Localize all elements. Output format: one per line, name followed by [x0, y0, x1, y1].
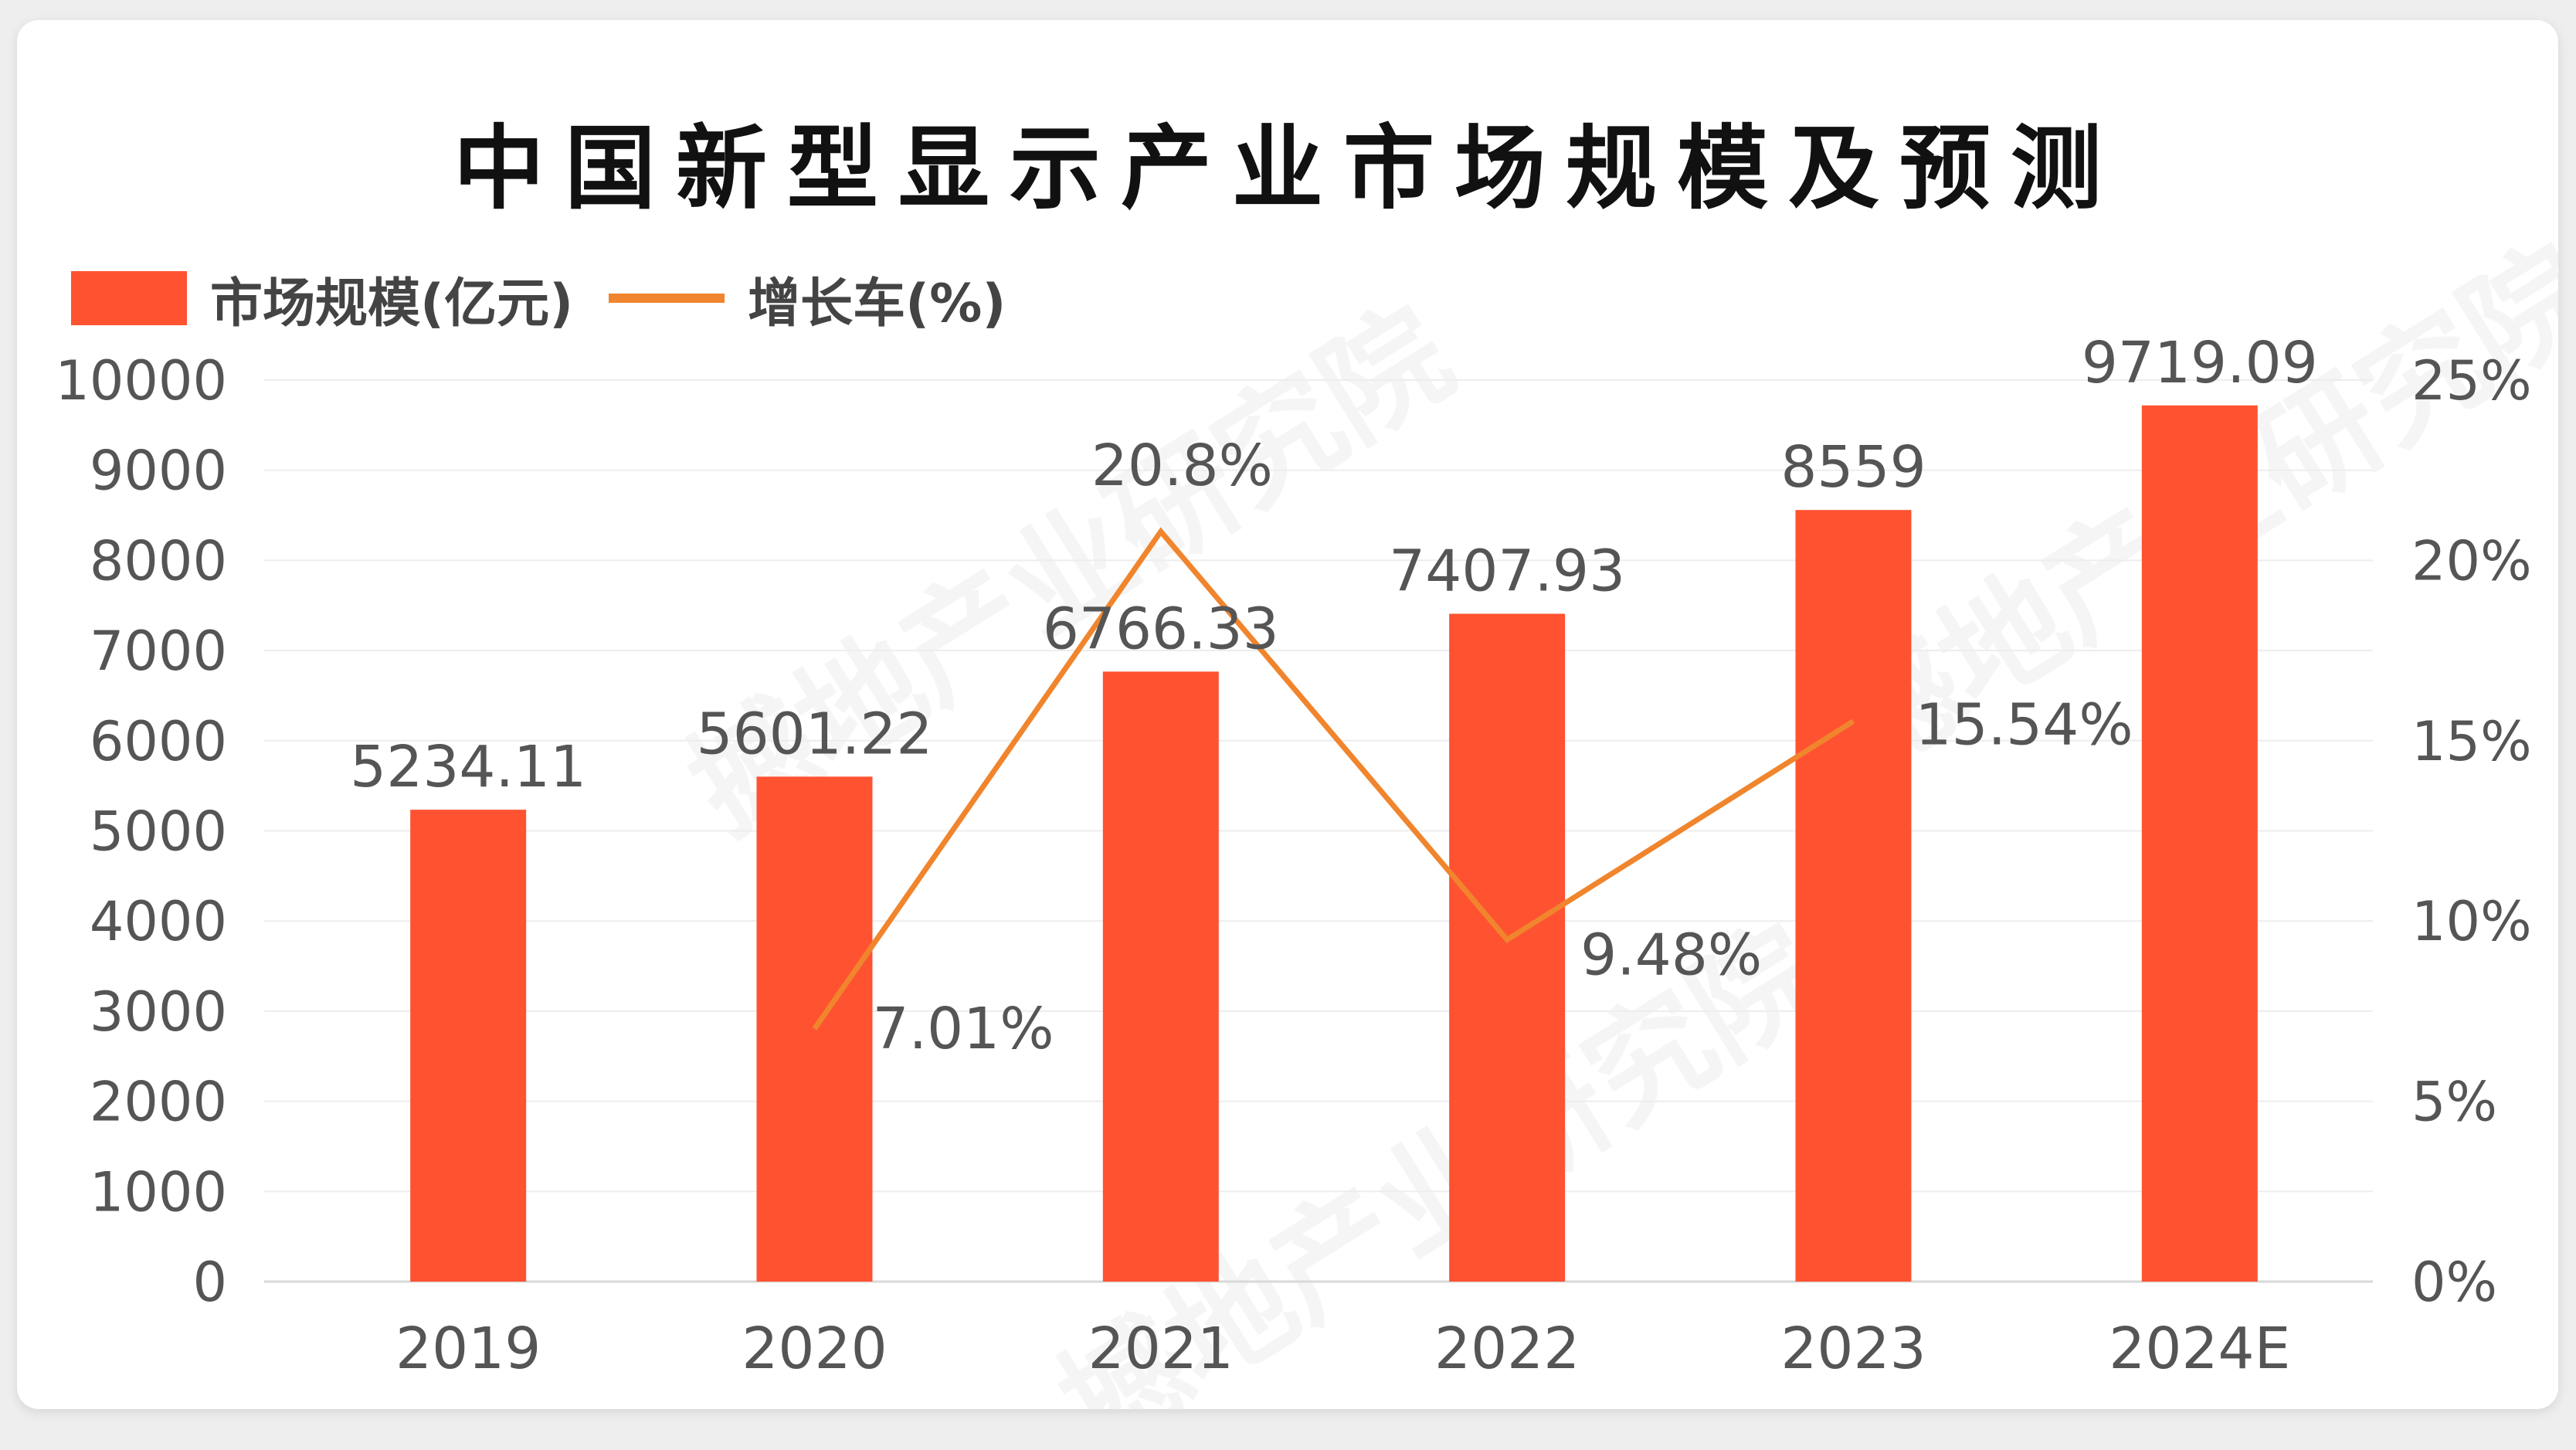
- y-right-tick-label: 10%: [2411, 890, 2532, 953]
- line-value-label: 15.54%: [1916, 692, 2133, 759]
- y-left-tick-label: 9000: [90, 440, 227, 503]
- bar-value-label: 7407.93: [1389, 538, 1625, 604]
- grid-lines: [264, 379, 2373, 1283]
- bar-series: [410, 405, 2258, 1282]
- y-right-tick-label: 15%: [2411, 710, 2532, 773]
- legend-item-line: 增长车(%): [609, 260, 1006, 337]
- y-left-tick-label: 5000: [90, 800, 227, 864]
- line-value-label: 7.01%: [873, 996, 1054, 1062]
- y-left-tick-label: 10000: [55, 349, 227, 413]
- y-right-tick-label: 0%: [2411, 1251, 2497, 1314]
- bar-value-label: 6766.33: [1043, 596, 1279, 662]
- legend-swatch-line: [609, 294, 725, 303]
- line-value-label: 9.48%: [1580, 922, 1762, 988]
- bar: [1795, 510, 1912, 1282]
- bar-value-label: 9719.09: [2082, 330, 2318, 396]
- y-right-tick-label: 5%: [2411, 1071, 2497, 1134]
- legend-label-line: 增长车(%): [748, 273, 1006, 334]
- growth-line: [812, 527, 1855, 1031]
- legend-item-bar: 市场规模(亿元): [71, 260, 573, 337]
- chart-card: 撼地产业研究院 撼地产业研究院 撼地产业研究院 中国新型显示产业市场规模及预测 …: [17, 20, 2558, 1409]
- legend-label-bar: 市场规模(亿元): [210, 273, 574, 334]
- y-right-tick-label: 20%: [2411, 529, 2532, 593]
- chart-plot: 0 1000 2000 3000 4000 5000 6000 7000 8000 9000 100…: [55, 330, 2531, 1382]
- x-tick-label: 2019: [395, 1316, 541, 1382]
- bar: [2141, 405, 2258, 1282]
- bar-value-label: 5234.11: [350, 734, 586, 800]
- chart-title: 中国新型显示产业市场规模及预测: [453, 115, 2122, 222]
- y-left-tick-label: 6000: [90, 710, 227, 773]
- x-tick-label: 2021: [1088, 1316, 1234, 1382]
- y-left-tick-label: 1000: [90, 1160, 227, 1224]
- bar: [1102, 671, 1219, 1282]
- y-right-tick-label: 25%: [2411, 349, 2532, 413]
- x-tick-label: 2023: [1780, 1316, 1926, 1382]
- y-left-tick-label: 3000: [90, 980, 227, 1044]
- axis-labels: 0 1000 2000 3000 4000 5000 6000 7000 8000 9000 100…: [55, 349, 2531, 1382]
- line-value-label: 20.8%: [1091, 433, 1273, 499]
- bar-value-label: 5601.22: [696, 701, 932, 767]
- y-left-tick-label: 2000: [90, 1071, 227, 1134]
- legend: 市场规模(亿元) 增长车(%): [71, 252, 1041, 345]
- x-tick-label: 2024E: [2109, 1316, 2290, 1382]
- bar-value-label: 8559: [1780, 434, 1926, 501]
- bar: [756, 776, 873, 1282]
- line-series: [812, 527, 1855, 1031]
- x-tick-label: 2020: [742, 1316, 887, 1382]
- y-left-tick-label: 0: [192, 1251, 227, 1314]
- x-tick-label: 2022: [1434, 1316, 1580, 1382]
- y-left-tick-label: 8000: [90, 529, 227, 593]
- data-labels: 5234.11 5601.22 6766.33 7407.93 8559 9719.09 7…: [350, 330, 2318, 1062]
- bar: [410, 810, 527, 1282]
- bar: [1449, 613, 1566, 1282]
- y-left-tick-label: 4000: [90, 890, 227, 953]
- legend-swatch-bar: [71, 271, 187, 325]
- y-left-tick-label: 7000: [90, 620, 227, 683]
